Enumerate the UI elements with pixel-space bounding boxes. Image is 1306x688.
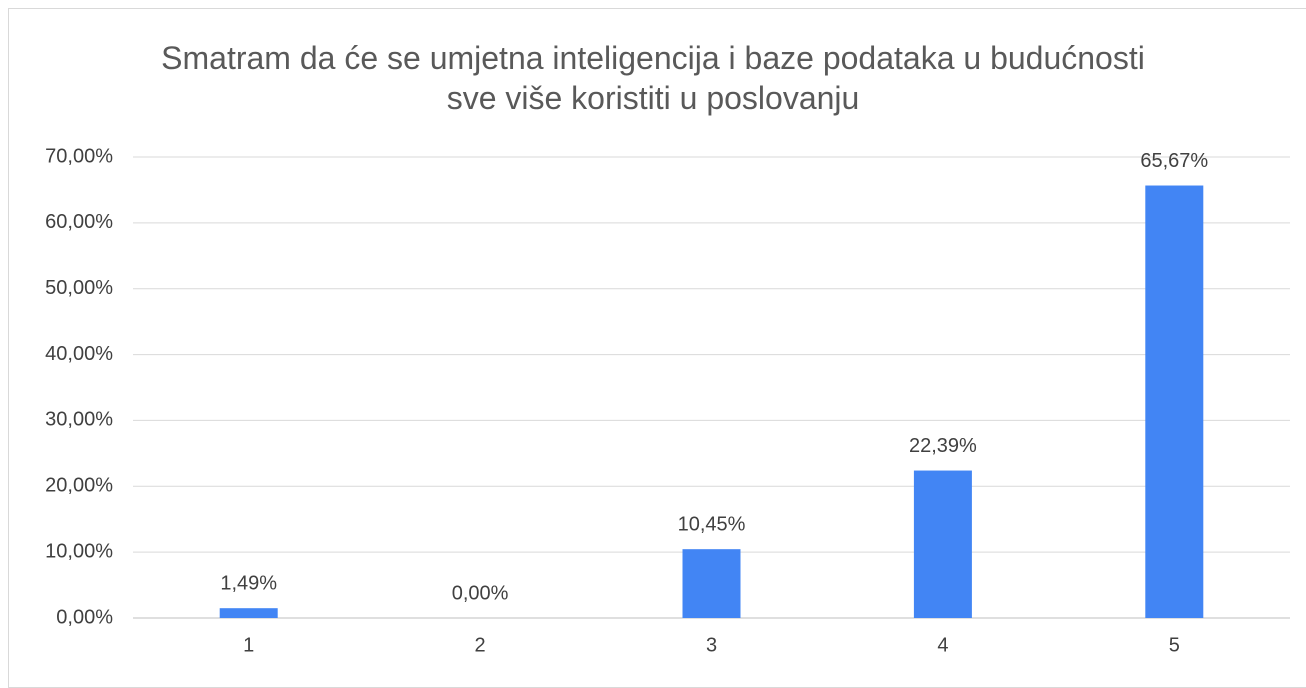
data-label: 0,00%	[452, 582, 509, 604]
bar	[913, 470, 972, 618]
x-tick-label: 5	[1169, 634, 1180, 656]
y-tick-label: 10,00%	[45, 540, 113, 562]
y-tick-label: 60,00%	[45, 211, 113, 233]
chart: 0,00%10,00%20,00%30,00%40,00%50,00%60,00…	[45, 145, 1290, 656]
x-tick-label: 1	[243, 634, 254, 656]
bar	[219, 608, 278, 618]
x-tick-label: 2	[475, 634, 486, 656]
bar	[1145, 185, 1204, 618]
y-tick-label: 30,00%	[45, 409, 113, 431]
chart-title: Smatram da će se umjetna inteligencija i…	[161, 40, 1145, 116]
data-label: 65,67%	[1140, 150, 1208, 172]
bar	[682, 549, 741, 618]
page: Smatram da će se umjetna inteligencija i…	[8, 8, 1306, 688]
data-label: 22,39%	[909, 435, 977, 457]
x-tick-label: 3	[706, 634, 717, 656]
y-tick-label: 50,00%	[45, 277, 113, 299]
x-tick-label: 4	[937, 634, 948, 656]
y-tick-label: 40,00%	[45, 343, 113, 365]
y-tick-label: 20,00%	[45, 475, 113, 497]
y-tick-label: 70,00%	[45, 145, 113, 167]
data-label: 1,49%	[220, 572, 277, 594]
data-label: 10,45%	[678, 513, 746, 535]
y-tick-label: 0,00%	[56, 606, 113, 628]
